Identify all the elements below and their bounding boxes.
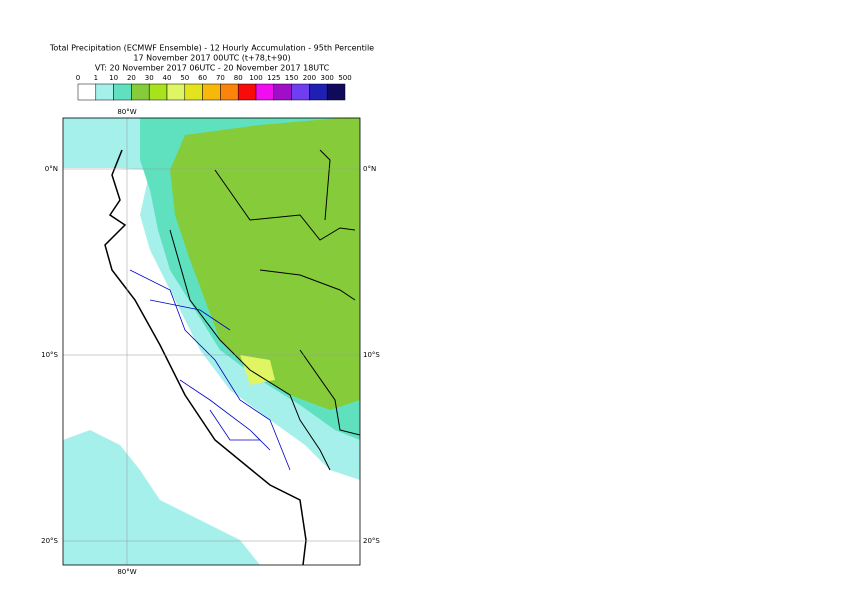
legend-swatch bbox=[291, 83, 310, 101]
legend-level: 300 bbox=[321, 74, 334, 82]
lat-label: 10°S bbox=[41, 351, 58, 359]
lon-label: 80°W bbox=[117, 108, 136, 116]
legend-swatch bbox=[77, 83, 97, 101]
legend-level: 0 bbox=[76, 74, 80, 82]
legend-swatch bbox=[220, 83, 239, 101]
legend-level: 150 bbox=[285, 74, 298, 82]
map-area bbox=[63, 118, 360, 565]
legend-level: 80 bbox=[234, 74, 243, 82]
lat-label: 20°S bbox=[41, 537, 58, 545]
legend-swatch bbox=[309, 83, 328, 101]
legend-level: 500 bbox=[338, 74, 351, 82]
legend-swatch bbox=[202, 83, 221, 101]
legend-level: 125 bbox=[267, 74, 280, 82]
legend-swatch bbox=[131, 83, 150, 101]
legend-level: 1 bbox=[94, 74, 98, 82]
legend-level: 200 bbox=[303, 74, 316, 82]
legend-level: 50 bbox=[180, 74, 189, 82]
lon-label: 80°W bbox=[117, 568, 136, 576]
lat-label: 10°S bbox=[363, 351, 380, 359]
legend-level: 100 bbox=[249, 74, 262, 82]
legend: 0 1 10 20 30 40 50 60 70 80 100 125 150 200 300 500 bbox=[76, 74, 352, 101]
legend-level: 60 bbox=[198, 74, 207, 82]
legend-swatch bbox=[273, 83, 292, 101]
legend-swatch bbox=[113, 83, 132, 101]
lat-labels: 0°N 0°N 10°S 10°S 20°S 20°S bbox=[41, 165, 380, 545]
legend-swatch bbox=[237, 83, 257, 101]
lat-label: 0°N bbox=[45, 165, 58, 173]
lat-label: 0°N bbox=[363, 165, 376, 173]
legend-swatch bbox=[148, 83, 168, 101]
legend-swatch bbox=[95, 83, 114, 101]
legend-swatch bbox=[255, 83, 275, 101]
legend-swatch bbox=[184, 83, 203, 101]
legend-level: 70 bbox=[216, 74, 225, 82]
valid-time: VT: 20 November 2017 06UTC - 20 November… bbox=[95, 64, 330, 73]
lat-label: 20°S bbox=[363, 537, 380, 545]
legend-level: 20 bbox=[127, 74, 136, 82]
title: Total Precipitation (ECMWF Ensemble) - 1… bbox=[49, 44, 374, 53]
legend-level: 40 bbox=[163, 74, 172, 82]
legend-level: 30 bbox=[145, 74, 154, 82]
legend-swatch bbox=[326, 83, 346, 101]
legend-swatch bbox=[166, 83, 186, 101]
legend-level: 10 bbox=[109, 74, 118, 82]
subtitle: 17 November 2017 00UTC (t+78,t+90) bbox=[133, 54, 290, 63]
